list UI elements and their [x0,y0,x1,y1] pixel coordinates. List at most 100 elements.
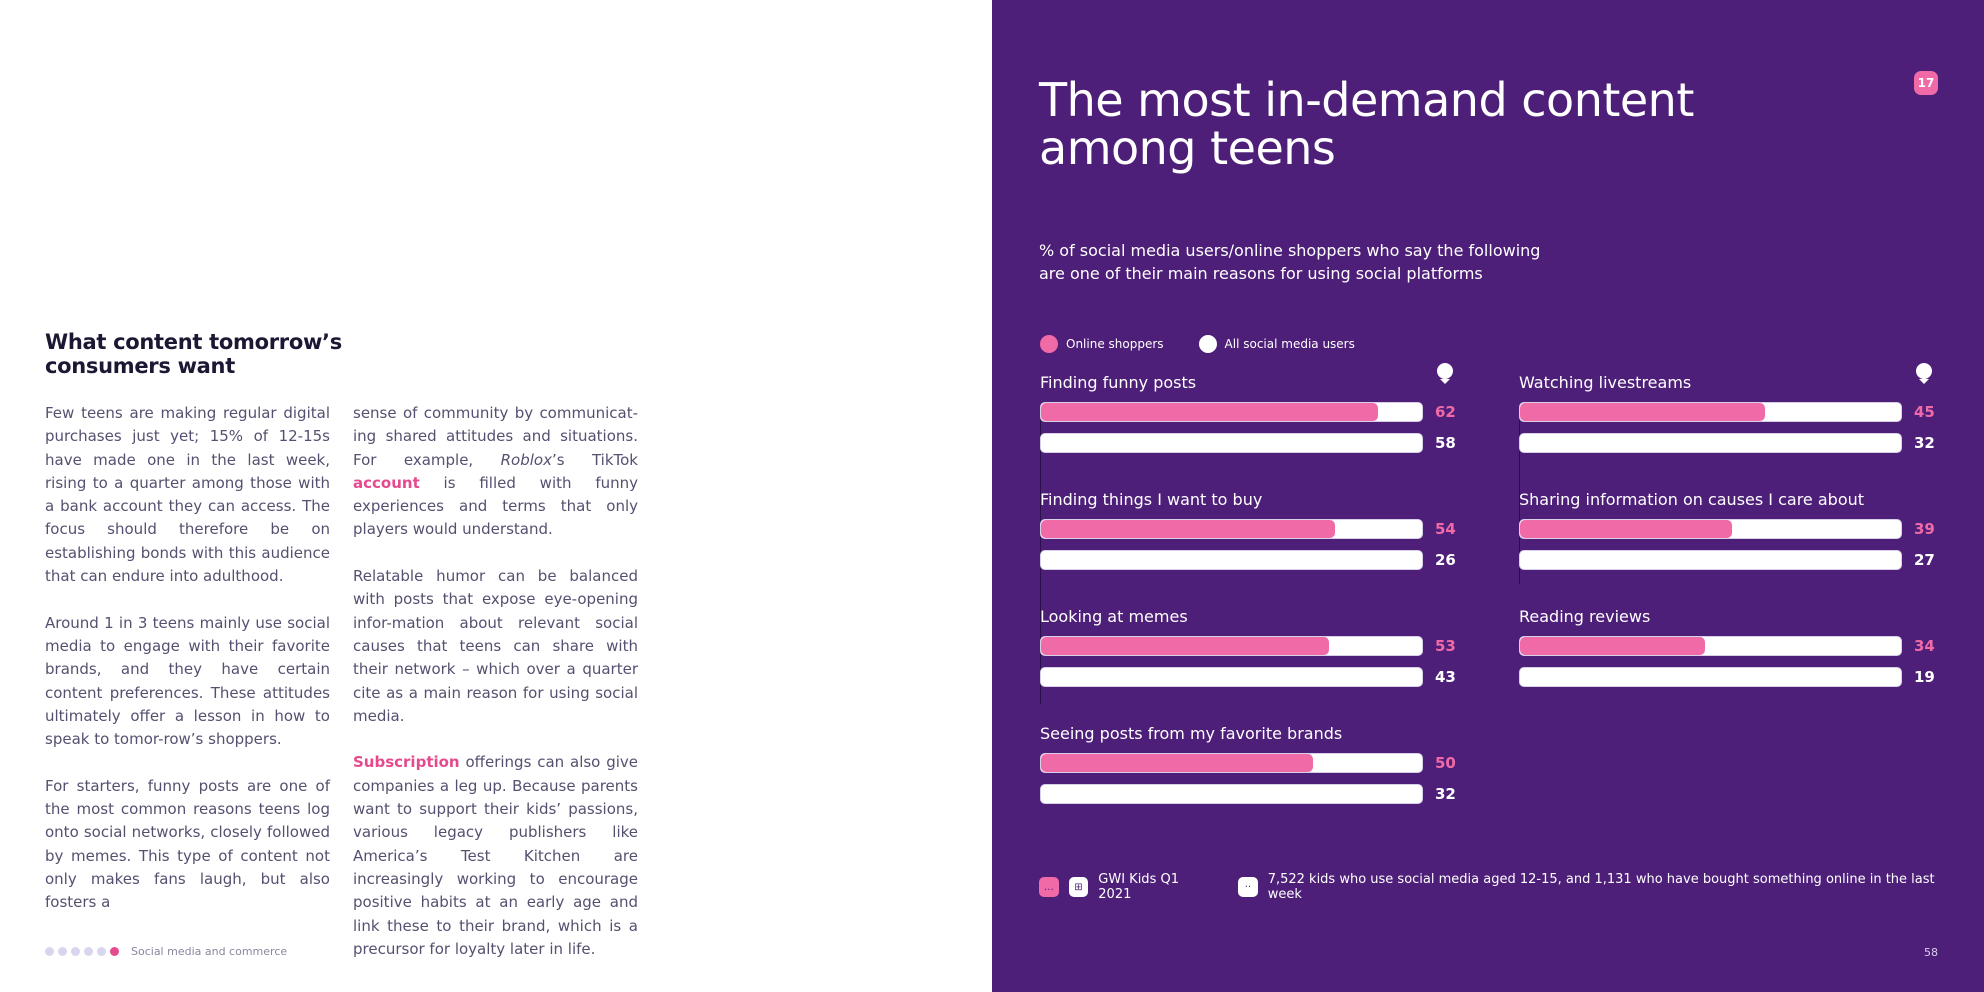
bar-value-all-users: 19 [1914,667,1935,686]
bar-row-online-shoppers: 50 [1040,747,1480,778]
chart-title: The most in-demand content among teens [1039,73,1694,175]
bar-track [1519,635,1902,656]
category-label: Seeing posts from my favorite brands [1040,724,1343,743]
bar-row-all-users: 43 [1040,661,1480,692]
text-run: is filled with funny experiences and ter… [353,473,638,539]
bar-all-users [1519,666,1902,687]
bar-value-all-users: 32 [1914,433,1935,452]
bar-row-all-users: 26 [1040,544,1480,575]
bar-value-online-shoppers: 45 [1914,402,1935,421]
bar-value-online-shoppers: 62 [1435,402,1456,421]
bar-value-online-shoppers: 54 [1435,519,1456,538]
text-run: ’s TikTok [551,450,638,469]
bar-row-all-users: 32 [1040,778,1480,809]
chart-column-left: Finding funny posts 62 58 Finding things I … [1040,372,1480,840]
roblox-text: Roblox [500,450,552,469]
bar-track [1519,518,1902,539]
bar-all-users [1519,549,1902,570]
category-label: Finding funny posts [1040,373,1197,392]
bar-online-shoppers [1041,636,1330,655]
bar-row-online-shoppers: 62 [1040,396,1480,427]
legend-label: All social media users [1224,337,1355,351]
chart-group: Watching livestreams 45 32 [1519,372,1959,489]
section-footer: Social media and commerce [45,945,287,958]
bar-value-online-shoppers: 53 [1435,636,1456,655]
category-label: Watching livestreams [1519,373,1692,392]
progress-dot [45,947,54,956]
bar-row-all-users: 27 [1519,544,1959,575]
source-line: … ⊞ GWI Kids Q1 2021 ·· 7,522 kids who u… [1039,872,1984,902]
page-number: 58 [1924,946,1938,959]
category-label: Looking at memes [1040,607,1188,626]
bar-track [1040,518,1423,539]
subscription-link[interactable]: Subscription [353,753,460,772]
bar-online-shoppers [1520,519,1733,538]
progress-dots [45,947,119,956]
bar-value-all-users: 32 [1435,784,1456,803]
calendar-icon: ⊞ [1068,877,1089,897]
chart-axis-line [1519,414,1520,584]
bar-row-online-shoppers: 34 [1519,630,1959,661]
bar-row-all-users: 19 [1519,661,1959,692]
lightbulb-icon[interactable] [1435,362,1455,386]
source-label: GWI Kids Q1 2021 [1098,872,1179,902]
bar-track [1040,635,1423,656]
bar-row-online-shoppers: 53 [1040,630,1480,661]
account-link[interactable]: account [353,473,420,492]
chart-column-right: Watching livestreams 45 32 Sharing informat… [1519,372,1959,723]
chart-group: Reading reviews 34 19 [1519,606,1959,723]
paragraph: For starters, funny posts are one of the… [45,776,330,912]
section-heading: What content tomorrow’s consumers want [45,330,342,378]
progress-dot-active [110,947,119,956]
legend-swatch-white [1198,335,1217,353]
paragraph: Subscription offerings can also give com… [353,751,638,961]
category-label: Finding things I want to buy [1040,490,1263,509]
progress-dot [58,947,67,956]
chart-subtitle: % of social media users/online shoppers … [1039,241,1541,283]
people-icon: ·· [1238,877,1258,897]
paragraph: Relatable humor can be balanced with pos… [353,567,638,725]
text-run: offerings can also give companies a leg … [353,753,638,958]
bar-track [1040,401,1423,422]
paragraph: Few teens are making regular digital pur… [45,404,330,586]
progress-dot [71,947,80,956]
bar-online-shoppers [1041,753,1314,772]
bar-online-shoppers [1041,519,1335,538]
bar-value-all-users: 58 [1435,433,1456,452]
left-page: What content tomorrow’s consumers want F… [45,330,638,984]
right-page: 17 The most in-demand content among teen… [992,0,1984,992]
lightbulb-icon[interactable] [1914,362,1934,386]
chart-group: Looking at memes 53 43 [1040,606,1480,723]
text-run: sense of community by communicat-ing sha… [353,404,638,469]
bar-value-online-shoppers: 39 [1914,519,1935,538]
progress-dot [84,947,93,956]
legend-item-online-shoppers: Online shoppers [1040,335,1164,353]
chart-group: Sharing information on causes I care abo… [1519,489,1959,606]
bar-value-all-users: 26 [1435,550,1456,569]
legend-swatch-pink [1040,335,1058,353]
bar-row-all-users: 58 [1040,427,1480,458]
bar-value-all-users: 43 [1435,667,1456,686]
base-icon: … [1039,877,1059,897]
text-column-1: Few teens are making regular digital pur… [45,402,330,938]
text-column-2: sense of community by communicat-ing sha… [353,402,638,984]
bar-row-online-shoppers: 39 [1519,513,1959,544]
bar-value-online-shoppers: 50 [1435,753,1456,772]
chart-group: Seeing posts from my favorite brands 50 32 [1040,723,1480,840]
chart-group: Finding things I want to buy 54 26 [1040,489,1480,606]
progress-dot [97,947,106,956]
bar-all-users [1040,783,1423,804]
chart-group: Finding funny posts 62 58 [1040,372,1480,489]
bar-track [1040,752,1423,773]
bar-online-shoppers [1041,402,1379,421]
paragraph: sense of community by communicat-ing sha… [353,402,638,542]
bar-track [1519,401,1902,422]
bar-all-users [1519,432,1902,453]
legend-item-all-users: All social media users [1198,335,1355,353]
bar-online-shoppers [1520,402,1765,421]
bar-row-online-shoppers: 45 [1519,396,1959,427]
bar-all-users [1040,666,1423,687]
legend-label: Online shoppers [1066,337,1164,351]
chart-number-badge: 17 [1914,71,1938,95]
paragraph: Around 1 in 3 teens mainly use social me… [45,613,330,749]
